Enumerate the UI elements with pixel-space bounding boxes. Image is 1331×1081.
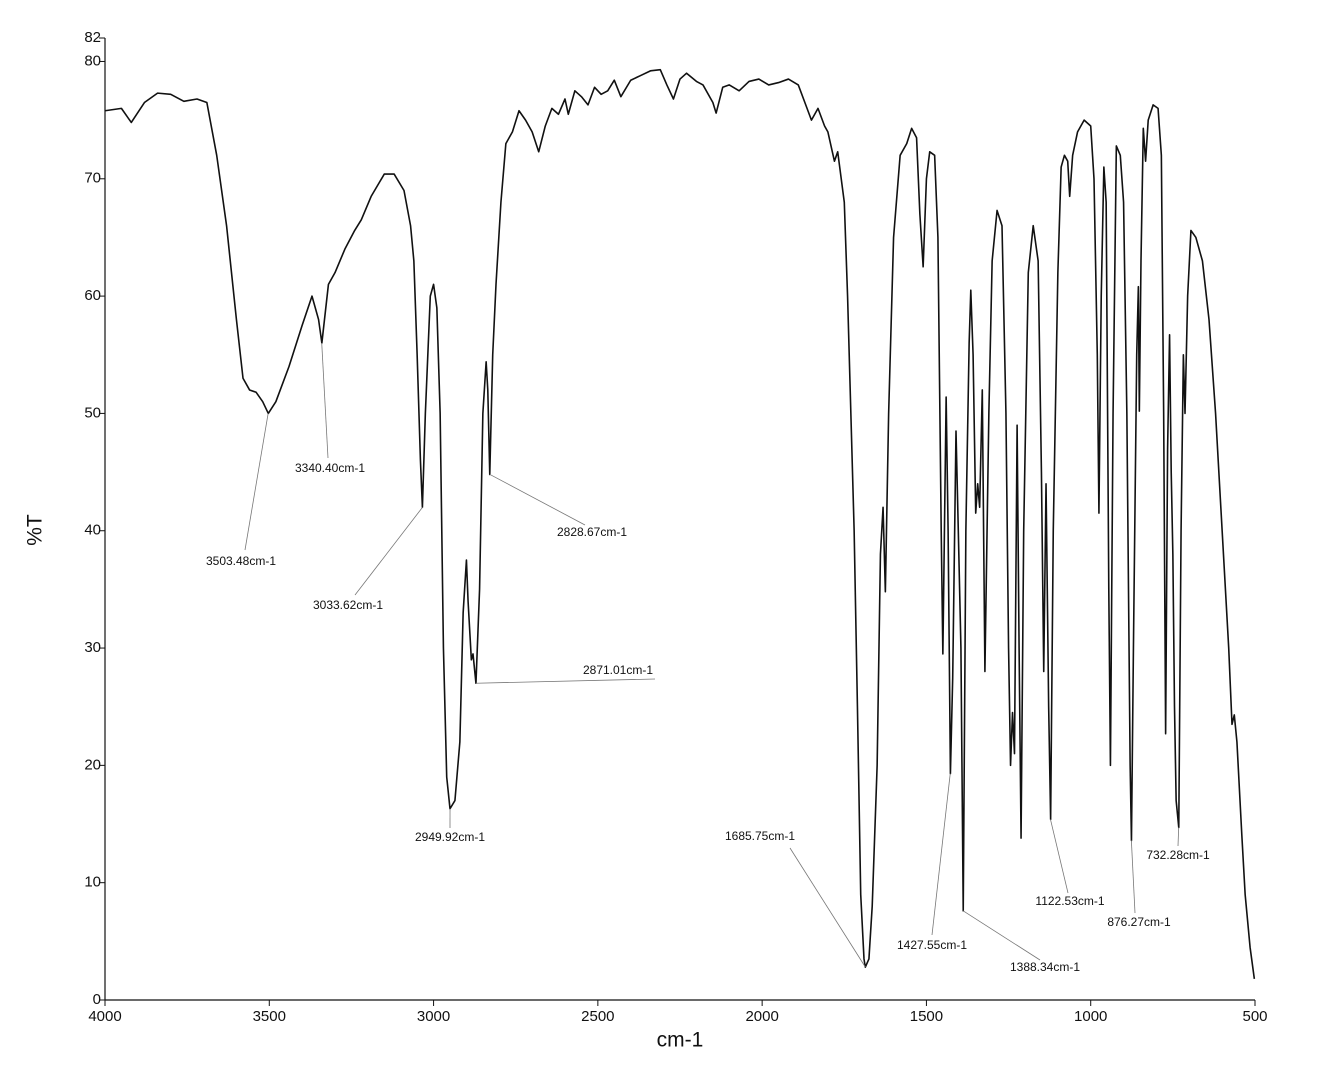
annotation-label: 1427.55cm-1 bbox=[897, 938, 967, 952]
annotation-label: 2949.92cm-1 bbox=[415, 830, 485, 844]
y-tick-label: 70 bbox=[84, 170, 101, 187]
x-tick-label: 1000 bbox=[1074, 1008, 1107, 1025]
y-tick-label: 30 bbox=[84, 639, 101, 656]
annotation-label: 3033.62cm-1 bbox=[313, 598, 383, 612]
annotation-label: 3340.40cm-1 bbox=[295, 461, 365, 475]
annotation-label: 2828.67cm-1 bbox=[557, 525, 627, 539]
annotation-leader bbox=[244, 413, 269, 551]
x-tick-label: 3500 bbox=[253, 1008, 286, 1025]
annotation-label: 2871.01cm-1 bbox=[583, 663, 653, 677]
annotation-leader bbox=[475, 678, 656, 684]
annotation-label: 3503.48cm-1 bbox=[206, 554, 276, 568]
annotation-leader bbox=[931, 773, 951, 936]
y-tick-label: 60 bbox=[84, 287, 101, 304]
annotation-leader bbox=[354, 507, 423, 596]
x-tick-label: 2500 bbox=[581, 1008, 614, 1025]
annotation-leader bbox=[789, 847, 866, 968]
annotation-leader bbox=[489, 474, 586, 526]
spectrum-line bbox=[104, 68, 1256, 979]
x-tick-label: 1500 bbox=[910, 1008, 943, 1025]
y-axis-title: %T bbox=[24, 514, 47, 546]
annotation-leader bbox=[962, 910, 1041, 961]
y-tick-label: 40 bbox=[84, 522, 101, 539]
annotation-leader bbox=[1050, 819, 1069, 894]
y-tick-label: 82 bbox=[84, 29, 101, 46]
annotation-label: 876.27cm-1 bbox=[1107, 915, 1171, 929]
y-tick-label: 20 bbox=[84, 756, 101, 773]
y-tick-label: 0 bbox=[93, 991, 101, 1008]
annotation-label: 1388.34cm-1 bbox=[1010, 960, 1080, 974]
annotation-label: 1685.75cm-1 bbox=[725, 829, 795, 843]
annotation-leader bbox=[321, 343, 329, 459]
x-axis-title: cm-1 bbox=[657, 1029, 704, 1052]
y-tick-label: 50 bbox=[84, 404, 101, 421]
annotation-leader bbox=[1130, 840, 1136, 914]
y-tick-label: 80 bbox=[84, 52, 101, 69]
x-tick-label: 3000 bbox=[417, 1008, 450, 1025]
x-tick-label: 4000 bbox=[88, 1008, 121, 1025]
annotation-leader bbox=[1177, 827, 1180, 847]
x-tick-label: 500 bbox=[1242, 1008, 1267, 1025]
annotation-label: 1122.53cm-1 bbox=[1035, 894, 1104, 908]
y-tick-label: 10 bbox=[84, 874, 101, 891]
annotation-label: 732.28cm-1 bbox=[1146, 848, 1210, 862]
x-tick-label: 2000 bbox=[745, 1008, 778, 1025]
